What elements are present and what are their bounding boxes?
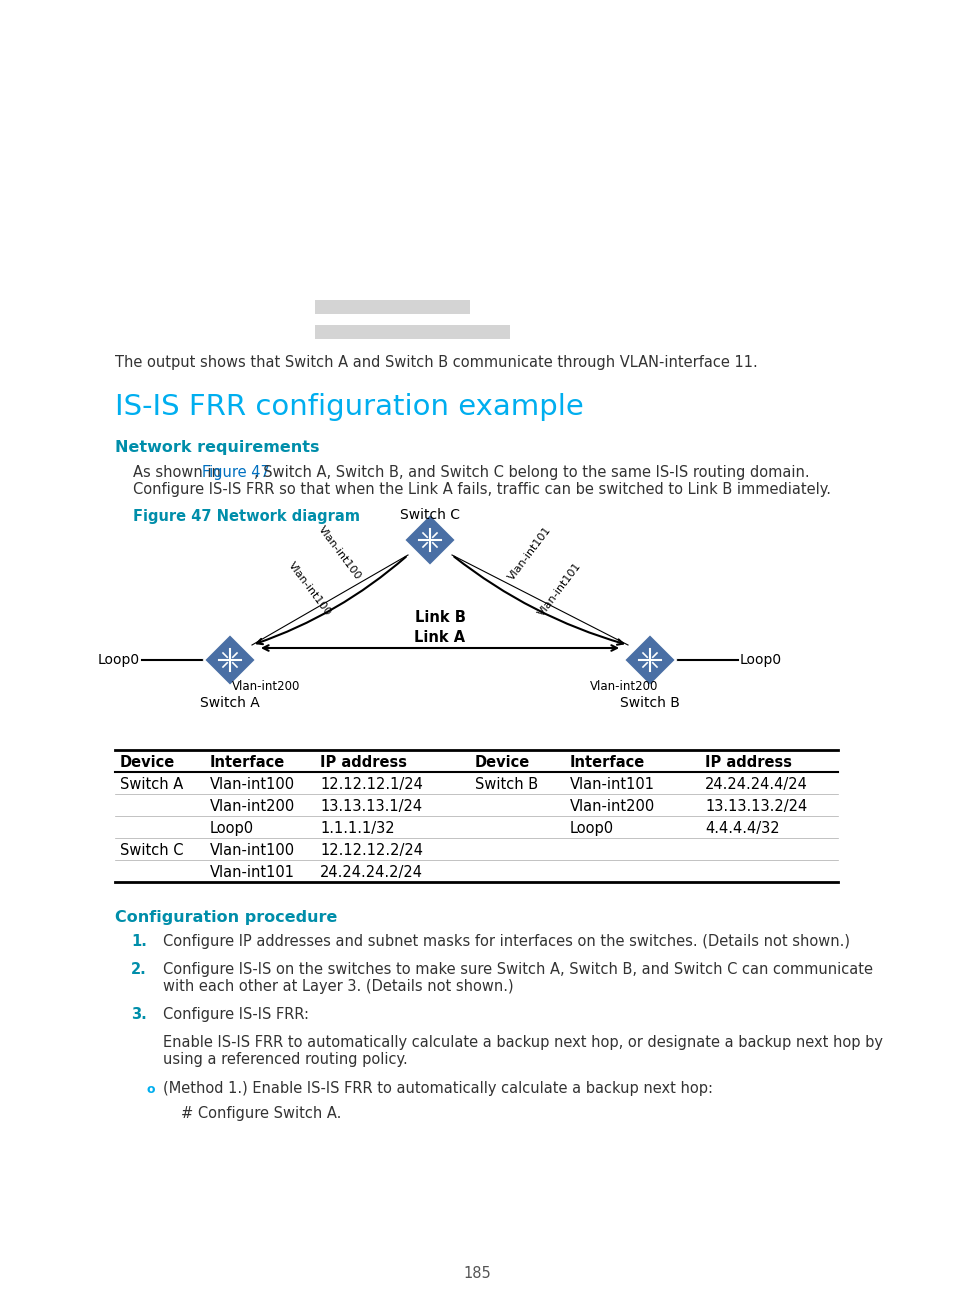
Text: Link B: Link B xyxy=(415,610,465,625)
Text: Vlan-int101: Vlan-int101 xyxy=(569,778,655,792)
Text: 4.4.4.4/32: 4.4.4.4/32 xyxy=(704,820,779,836)
Text: Vlan-int200: Vlan-int200 xyxy=(569,800,655,814)
Text: Configure IP addresses and subnet masks for interfaces on the switches. (Details: Configure IP addresses and subnet masks … xyxy=(163,934,849,949)
Text: Enable IS-IS FRR to automatically calculate a backup next hop, or designate a ba: Enable IS-IS FRR to automatically calcul… xyxy=(163,1036,882,1050)
Text: Vlan-int100: Vlan-int100 xyxy=(316,525,363,582)
Text: Vlan-int101: Vlan-int101 xyxy=(210,864,294,880)
Text: IP address: IP address xyxy=(319,756,407,770)
Polygon shape xyxy=(403,515,456,566)
Text: Link A: Link A xyxy=(414,630,465,645)
Text: Loop0: Loop0 xyxy=(210,820,253,836)
Text: 24.24.24.4/24: 24.24.24.4/24 xyxy=(704,778,807,792)
Text: Interface: Interface xyxy=(210,756,285,770)
Text: Interface: Interface xyxy=(569,756,644,770)
Text: Loop0: Loop0 xyxy=(98,653,140,667)
Text: 12.12.12.2/24: 12.12.12.2/24 xyxy=(319,842,422,858)
Text: Switch B: Switch B xyxy=(619,696,679,710)
Text: 24.24.24.2/24: 24.24.24.2/24 xyxy=(319,864,422,880)
Text: , Switch A, Switch B, and Switch C belong to the same IS-IS routing domain.: , Switch A, Switch B, and Switch C belon… xyxy=(253,465,808,480)
Text: Loop0: Loop0 xyxy=(569,820,614,836)
Polygon shape xyxy=(623,634,676,686)
Text: Vlan-int200: Vlan-int200 xyxy=(589,680,658,693)
Text: 13.13.13.2/24: 13.13.13.2/24 xyxy=(704,800,806,814)
Text: Switch A: Switch A xyxy=(120,778,183,792)
Text: The output shows that Switch A and Switch B communicate through VLAN-interface 1: The output shows that Switch A and Switc… xyxy=(115,355,757,369)
Text: Vlan-int200: Vlan-int200 xyxy=(210,800,294,814)
Bar xyxy=(314,325,510,340)
Text: Vlan-int100: Vlan-int100 xyxy=(286,561,333,618)
Text: As shown in: As shown in xyxy=(132,465,225,480)
Text: using a referenced routing policy.: using a referenced routing policy. xyxy=(163,1052,407,1067)
Text: Loop0: Loop0 xyxy=(740,653,781,667)
Text: Vlan-int100: Vlan-int100 xyxy=(210,778,294,792)
Bar xyxy=(314,299,470,314)
Text: Switch C: Switch C xyxy=(399,508,459,522)
Text: 185: 185 xyxy=(462,1266,491,1280)
Text: Vlan-int100: Vlan-int100 xyxy=(210,842,294,858)
Text: 1.: 1. xyxy=(131,934,147,949)
Text: Switch A: Switch A xyxy=(200,696,259,710)
Text: Vlan-int200: Vlan-int200 xyxy=(232,680,300,693)
Text: Device: Device xyxy=(120,756,175,770)
Text: Switch C: Switch C xyxy=(120,842,183,858)
Polygon shape xyxy=(204,634,255,686)
Text: IS-IS FRR configuration example: IS-IS FRR configuration example xyxy=(115,393,583,421)
Text: # Configure Switch A.: # Configure Switch A. xyxy=(181,1105,341,1121)
Text: Switch B: Switch B xyxy=(475,778,537,792)
Text: IP address: IP address xyxy=(704,756,791,770)
Text: Vlan-int101: Vlan-int101 xyxy=(506,525,553,582)
Text: 1.1.1.1/32: 1.1.1.1/32 xyxy=(319,820,395,836)
Text: Network requirements: Network requirements xyxy=(115,441,319,455)
Text: o: o xyxy=(147,1083,155,1096)
Text: Configure IS-IS FRR:: Configure IS-IS FRR: xyxy=(163,1007,309,1023)
Text: 3.: 3. xyxy=(131,1007,147,1023)
Text: with each other at Layer 3. (Details not shown.): with each other at Layer 3. (Details not… xyxy=(163,978,513,994)
Text: 12.12.12.1/24: 12.12.12.1/24 xyxy=(319,778,422,792)
Text: Configure IS-IS FRR so that when the Link A fails, traffic can be switched to Li: Configure IS-IS FRR so that when the Lin… xyxy=(132,482,830,496)
Text: Figure 47 Network diagram: Figure 47 Network diagram xyxy=(132,509,359,524)
Text: Vlan-int101: Vlan-int101 xyxy=(537,561,582,618)
Text: 13.13.13.1/24: 13.13.13.1/24 xyxy=(319,800,421,814)
Text: Configuration procedure: Configuration procedure xyxy=(115,910,337,925)
Text: Device: Device xyxy=(475,756,530,770)
Text: 2.: 2. xyxy=(131,962,147,977)
Text: Figure 47: Figure 47 xyxy=(202,465,270,480)
Text: (Method 1.) Enable IS-IS FRR to automatically calculate a backup next hop:: (Method 1.) Enable IS-IS FRR to automati… xyxy=(163,1081,712,1096)
Text: Configure IS-IS on the switches to make sure Switch A, Switch B, and Switch C ca: Configure IS-IS on the switches to make … xyxy=(163,962,872,977)
